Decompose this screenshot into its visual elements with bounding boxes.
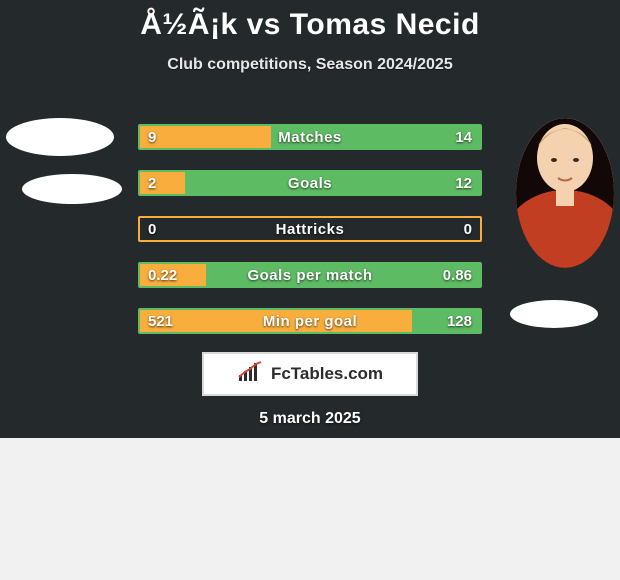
- stat-row-goals-per-match: Goals per match0.22 0.86: [138, 262, 482, 288]
- stat-value-left: 2: [148, 172, 156, 194]
- stat-value-left: 9: [148, 126, 156, 148]
- left-player-avatar-placeholder: [6, 118, 114, 156]
- stat-row-min-per-goal: Min per goal521 128: [138, 308, 482, 334]
- stat-value-right: 14: [455, 126, 472, 148]
- page-title: Å½Ã¡k vs Tomas Necid: [0, 0, 620, 42]
- comparison-bars: Matches9 14 Goals2 12 Hattricks0 0 Goals per m…: [138, 124, 482, 354]
- stat-value-left: 521: [148, 310, 173, 332]
- attribution-text: FcTables.com: [271, 364, 383, 384]
- stat-value-left: 0: [148, 218, 156, 240]
- stat-row-hattricks: Hattricks0 0: [138, 216, 482, 242]
- right-player-name-placeholder: [510, 300, 598, 328]
- stat-value-right: 0.86: [443, 264, 472, 286]
- stat-value-right: 12: [455, 172, 472, 194]
- date-label: 5 march 2025: [0, 410, 620, 428]
- page: Å½Ã¡k vs Tomas Necid Club competitions, …: [0, 0, 620, 580]
- stat-label: Goals: [140, 172, 480, 194]
- left-player-avatar-placeholder-2: [22, 174, 122, 204]
- stat-label: Goals per match: [140, 264, 480, 286]
- attribution-box[interactable]: FcTables.com: [202, 352, 418, 396]
- player-portrait-icon: [516, 118, 614, 268]
- stat-label: Hattricks: [140, 218, 480, 240]
- stat-value-right: 128: [447, 310, 472, 332]
- page-subtitle: Club competitions, Season 2024/2025: [0, 56, 620, 74]
- stat-label: Min per goal: [140, 310, 480, 332]
- left-player-avatar-wrap: [6, 118, 114, 156]
- stat-row-matches: Matches9 14: [138, 124, 482, 150]
- stat-value-left: 0.22: [148, 264, 177, 286]
- stat-label: Matches: [140, 126, 480, 148]
- stat-row-goals: Goals2 12: [138, 170, 482, 196]
- stat-value-right: 0: [464, 218, 472, 240]
- right-player-avatar-wrap: [516, 118, 614, 268]
- right-player-avatar: [516, 118, 614, 268]
- logo-chart-icon: [237, 361, 263, 388]
